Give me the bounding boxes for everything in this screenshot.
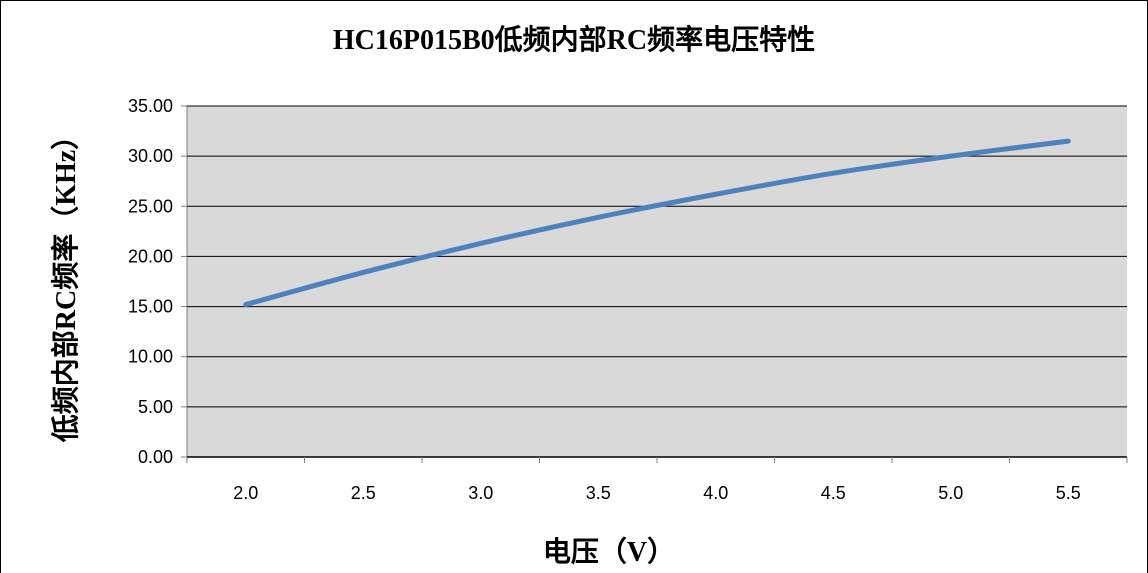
plot-background [187,106,1127,457]
x-tick-label: 4.0 [703,483,728,503]
x-axis-label: 电压（V） [542,537,676,568]
x-tick-label: 2.0 [233,483,258,503]
x-tick-label: 5.5 [1056,483,1081,503]
chart-title: HC16P015B0低频内部RC频率电压特性 [332,25,816,56]
y-tick-label: 15.00 [128,297,173,317]
x-tick-label: 3.0 [468,483,493,503]
y-tick-label: 20.00 [128,246,173,266]
y-tick-labels: 0.00 5.00 10.00 15.00 20.00 25.00 30.00 35.00 [128,96,173,467]
plot-background-group [186,106,1127,463]
x-tick-label: 5.0 [938,483,963,503]
series-lines [243,138,1071,308]
y-tick-label: 10.00 [128,347,173,367]
x-tick-label: 4.5 [821,483,846,503]
y-tick-label: 25.00 [128,196,173,216]
x-tick-label: 2.5 [351,483,376,503]
y-tick-label: 5.00 [138,397,173,417]
x-tick-labels: 2.0 2.5 3.0 3.5 4.0 4.5 5.0 5.5 [186,457,1128,503]
x-tick-label: 3.5 [586,483,611,503]
y-tick-label: 30.00 [128,146,173,166]
y-tick-label: 35.00 [128,96,173,116]
y-tick-label: 0.00 [138,447,173,467]
series-line [243,138,1071,308]
